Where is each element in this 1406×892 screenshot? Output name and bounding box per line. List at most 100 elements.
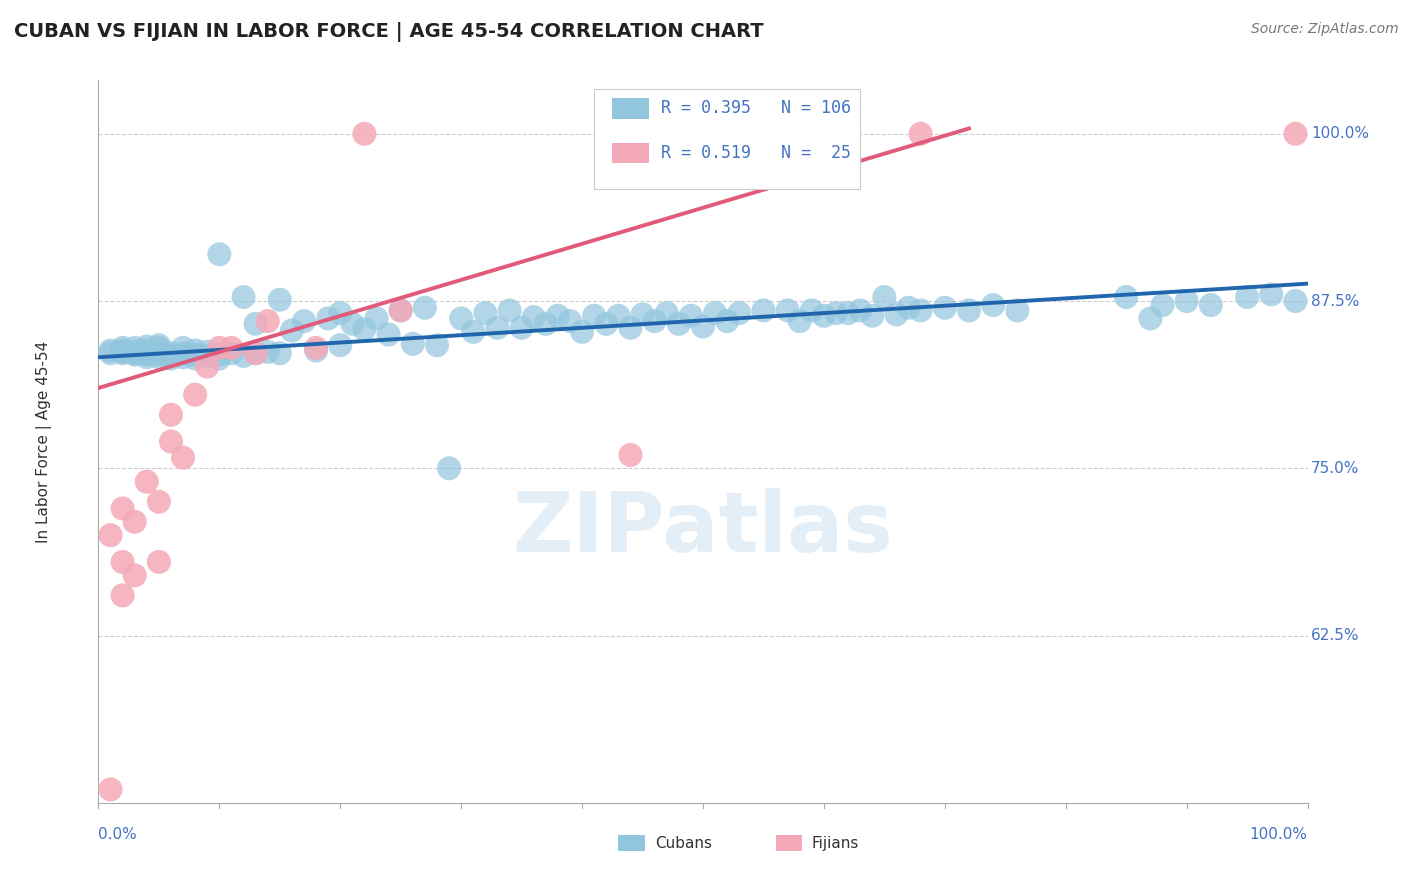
Bar	[619, 835, 645, 851]
Point	[111, 555, 134, 569]
Point	[256, 314, 278, 328]
Text: 75.0%: 75.0%	[1312, 461, 1360, 475]
Point	[221, 341, 243, 355]
Point	[413, 301, 436, 315]
Point	[1284, 127, 1306, 141]
Point	[124, 341, 146, 355]
Point	[728, 306, 751, 320]
Point	[377, 327, 399, 342]
Point	[100, 782, 122, 797]
Point	[716, 314, 738, 328]
Point	[135, 348, 157, 362]
Point	[571, 325, 593, 339]
Point	[342, 317, 364, 331]
Point	[510, 321, 533, 335]
Point	[100, 346, 122, 360]
Point	[800, 303, 823, 318]
Point	[558, 314, 581, 328]
Point	[184, 351, 207, 366]
Point	[221, 346, 243, 360]
Point	[135, 340, 157, 354]
Point	[366, 311, 388, 326]
Text: In Labor Force | Age 45-54: In Labor Force | Age 45-54	[37, 341, 52, 542]
Point	[148, 351, 170, 365]
Point	[160, 434, 183, 449]
Point	[256, 345, 278, 359]
Point	[1260, 287, 1282, 301]
Point	[281, 324, 304, 338]
Point	[160, 408, 183, 422]
Point	[776, 303, 799, 318]
Point	[111, 589, 134, 603]
Point	[124, 568, 146, 582]
Point	[184, 348, 207, 362]
Point	[910, 303, 932, 318]
Point	[111, 501, 134, 516]
Point	[1284, 294, 1306, 309]
Point	[426, 338, 449, 352]
Point	[668, 317, 690, 331]
Point	[873, 290, 896, 304]
Point	[148, 338, 170, 352]
Point	[910, 127, 932, 141]
Bar	[776, 835, 803, 851]
Point	[172, 346, 194, 360]
Bar	[613, 98, 648, 119]
Point	[111, 343, 134, 358]
Point	[232, 349, 254, 363]
Point	[208, 348, 231, 362]
Point	[849, 303, 872, 318]
Point	[124, 345, 146, 359]
Point	[135, 351, 157, 365]
Point	[208, 247, 231, 261]
Point	[789, 314, 811, 328]
Point	[825, 306, 848, 320]
Point	[813, 309, 835, 323]
Point	[305, 341, 328, 355]
Point	[100, 343, 122, 358]
Point	[897, 301, 920, 315]
Point	[619, 321, 641, 335]
Point	[245, 346, 267, 360]
Point	[245, 317, 267, 331]
Point	[329, 338, 352, 352]
Point	[619, 448, 641, 462]
Point	[148, 345, 170, 359]
Point	[498, 303, 520, 318]
Text: CUBAN VS FIJIAN IN LABOR FORCE | AGE 45-54 CORRELATION CHART: CUBAN VS FIJIAN IN LABOR FORCE | AGE 45-…	[14, 22, 763, 42]
Point	[463, 325, 485, 339]
Text: R = 0.395   N = 106: R = 0.395 N = 106	[661, 100, 851, 118]
Point	[135, 475, 157, 489]
Point	[124, 515, 146, 529]
Text: R = 0.519   N =  25: R = 0.519 N = 25	[661, 145, 851, 162]
Point	[184, 387, 207, 401]
Point	[1139, 311, 1161, 326]
Point	[692, 319, 714, 334]
Point	[1236, 290, 1258, 304]
Text: Fijians: Fijians	[811, 836, 859, 851]
Text: 87.5%: 87.5%	[1312, 293, 1360, 309]
Point	[111, 341, 134, 355]
Point	[195, 359, 218, 374]
Point	[1152, 298, 1174, 312]
Point	[957, 303, 980, 318]
Point	[160, 351, 183, 366]
Text: 100.0%: 100.0%	[1312, 127, 1369, 141]
Point	[644, 314, 666, 328]
Point	[111, 346, 134, 360]
Point	[534, 317, 557, 331]
Point	[486, 321, 509, 335]
Point	[353, 127, 375, 141]
Point	[981, 298, 1004, 312]
Text: 100.0%: 100.0%	[1250, 827, 1308, 842]
Point	[195, 349, 218, 363]
Point	[583, 309, 606, 323]
Point	[1199, 298, 1222, 312]
Bar	[613, 143, 648, 163]
Point	[232, 290, 254, 304]
Point	[124, 348, 146, 362]
Point	[111, 345, 134, 359]
FancyBboxPatch shape	[595, 89, 860, 189]
Point	[450, 311, 472, 326]
Point	[148, 495, 170, 509]
